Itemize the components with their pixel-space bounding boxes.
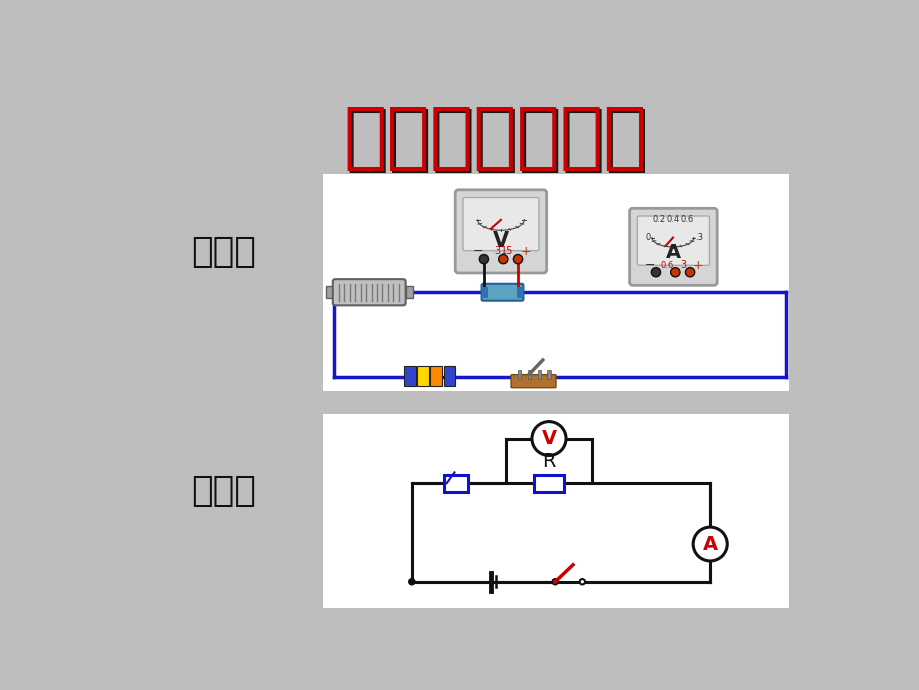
Text: 用伏安法测电阻: 用伏安法测电阻 [345,106,648,175]
FancyBboxPatch shape [333,279,405,306]
Text: 0.4: 0.4 [665,215,679,224]
FancyBboxPatch shape [462,197,539,250]
Text: 15: 15 [501,246,513,257]
Circle shape [685,268,694,277]
Bar [417,366,428,386]
Circle shape [513,255,522,264]
FancyBboxPatch shape [510,375,555,388]
Bar [325,286,332,298]
Bar [406,286,412,298]
Circle shape [479,255,488,264]
Bar [516,287,521,297]
FancyBboxPatch shape [455,190,546,273]
FancyBboxPatch shape [481,284,523,301]
Bar [534,475,563,492]
Text: −: − [472,245,482,258]
Bar [323,414,789,608]
Circle shape [531,422,565,455]
Bar [538,370,540,380]
Bar [528,370,530,380]
Text: 实物图: 实物图 [191,235,255,269]
Text: +: + [692,259,702,272]
Text: +: + [520,245,530,258]
Circle shape [692,527,726,561]
Text: 0.6: 0.6 [660,261,673,270]
Text: 用伏安法测电阻: 用伏安法测电阻 [343,104,646,172]
Text: 3: 3 [494,246,500,257]
Text: .3: .3 [695,233,703,242]
Circle shape [498,255,507,264]
Text: A: A [664,244,680,262]
Bar [443,366,455,386]
FancyBboxPatch shape [629,208,717,285]
Text: 0: 0 [644,233,650,242]
Circle shape [552,579,557,584]
Circle shape [651,268,660,277]
Circle shape [408,579,414,585]
Text: V: V [493,230,508,250]
Bar [517,370,520,380]
Circle shape [579,579,584,584]
Text: R: R [541,452,555,471]
Bar [443,475,468,492]
Bar [430,366,441,386]
Text: V: V [541,429,556,448]
Text: 0.6: 0.6 [679,215,693,224]
Bar [482,287,487,297]
Text: 电路图: 电路图 [191,474,255,508]
Circle shape [670,268,679,277]
FancyBboxPatch shape [637,216,709,265]
Text: 0.2: 0.2 [652,215,664,224]
Text: −: − [644,259,654,272]
Text: 3: 3 [680,260,686,270]
Text: A: A [702,535,717,553]
Bar [547,370,550,380]
Bar [403,366,415,386]
Bar [323,174,789,391]
